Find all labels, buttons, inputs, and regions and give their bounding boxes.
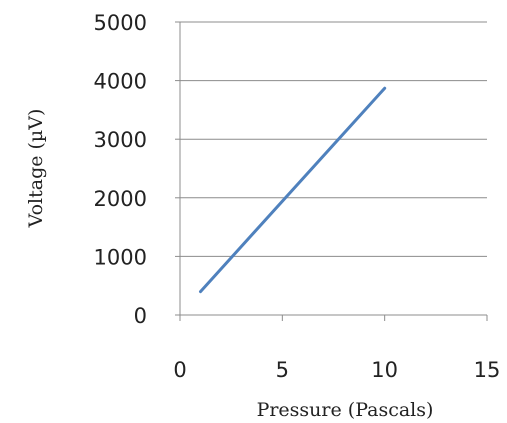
y-axis-title: Voltage (µV) — [25, 109, 47, 229]
y-tick-label-1000: 1000 — [94, 245, 147, 269]
y-tick-label-4000: 4000 — [94, 70, 147, 94]
x-tick-label-15: 15 — [474, 358, 501, 382]
y-axis-ticks: 0 1000 2000 3000 4000 5000 — [94, 11, 180, 328]
y-tick-label-5000: 5000 — [94, 11, 147, 35]
grid-lines — [180, 21, 487, 257]
x-tick-label-5: 5 — [276, 358, 289, 382]
x-tick-label-0: 0 — [173, 358, 186, 382]
series-line-0 — [199, 86, 387, 294]
x-tick-label-10: 10 — [371, 358, 398, 382]
axes — [179, 22, 487, 316]
y-tick-label-3000: 3000 — [94, 128, 147, 152]
y-tick-label-0: 0 — [134, 304, 147, 328]
x-axis-ticks: 0 5 10 15 — [173, 315, 500, 382]
x-axis-title: Pressure (Pascals) — [257, 399, 434, 421]
series-group — [199, 86, 387, 294]
y-tick-label-2000: 2000 — [94, 187, 147, 211]
